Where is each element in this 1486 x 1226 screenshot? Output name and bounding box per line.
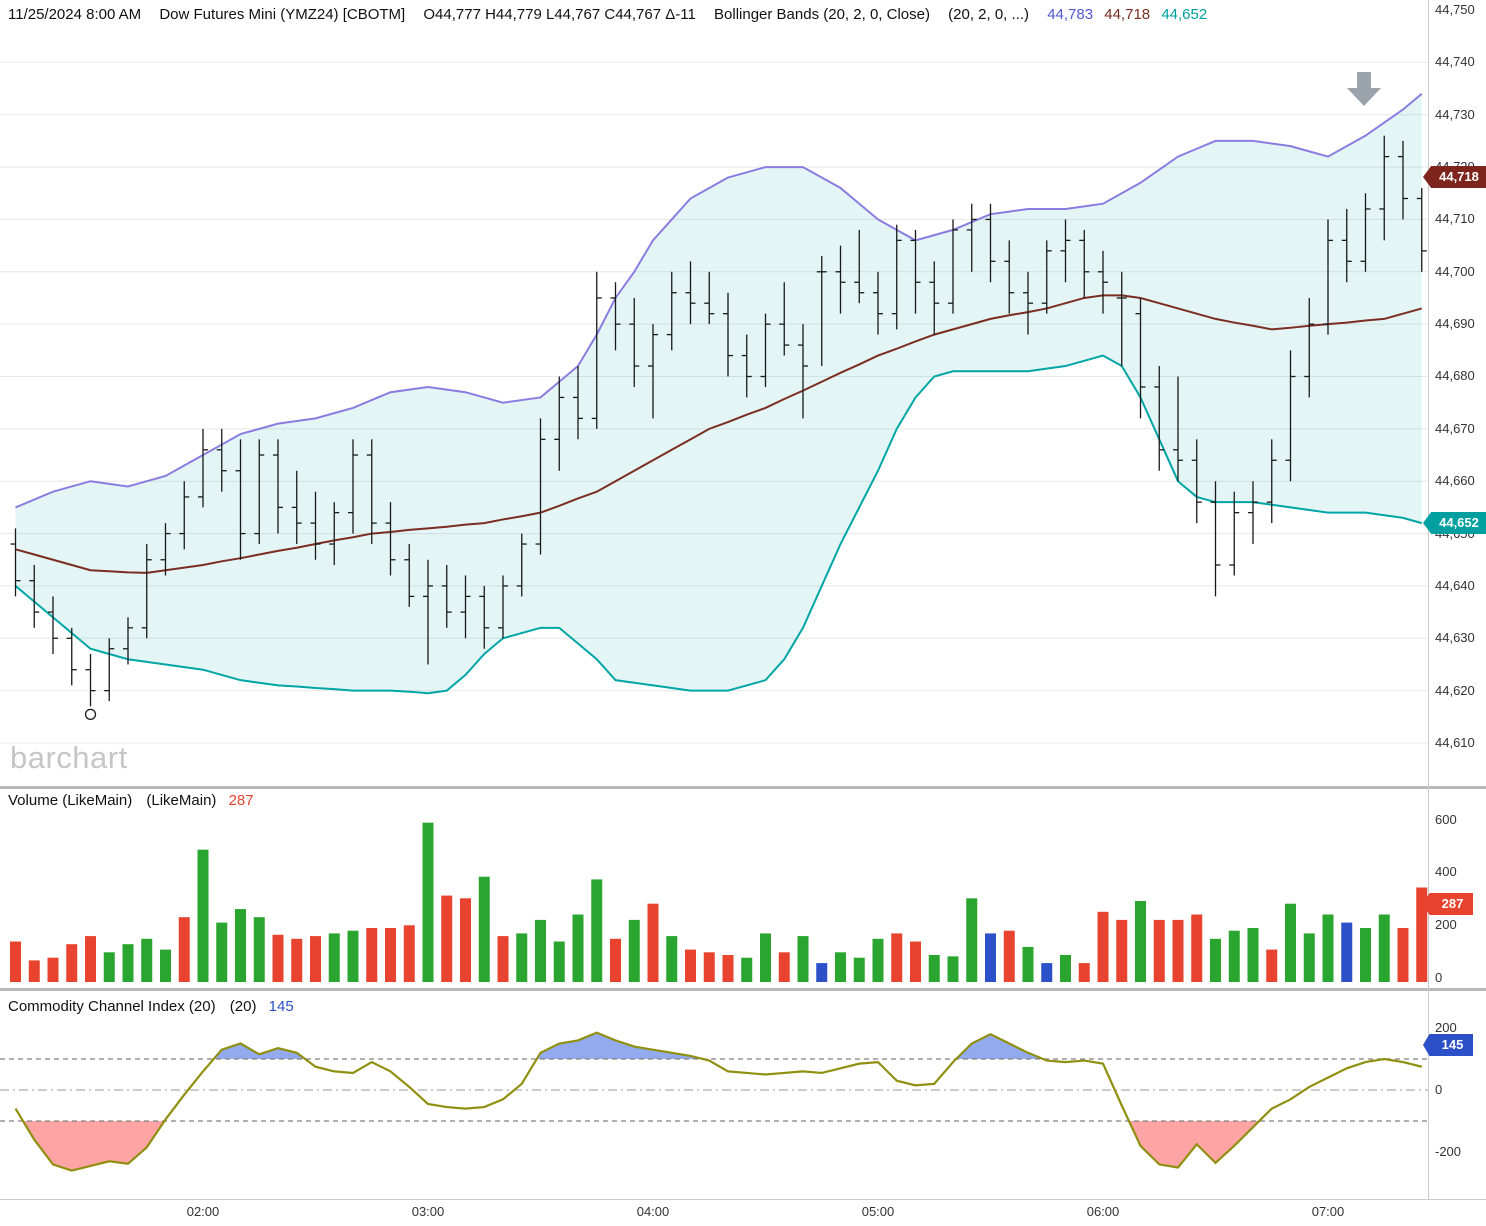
- bb-lower-price-badge: 44,652: [1423, 512, 1486, 534]
- time-axis-label: 02:00: [186, 1204, 220, 1219]
- time-axis-label: 03:00: [411, 1204, 445, 1219]
- price-tick-label: 44,740: [1435, 54, 1475, 69]
- chart-header: 11/25/2024 8:00 AM Dow Futures Mini (YMZ…: [8, 6, 1214, 23]
- price-tick-label: 44,660: [1435, 473, 1475, 488]
- volume-tick-label: 400: [1435, 864, 1457, 879]
- cci-tick-label: 200: [1435, 1020, 1457, 1035]
- bb-lower-value: 44,652: [1161, 6, 1208, 23]
- header-symbol: Dow Futures Mini (YMZ24) [CBOTM]: [159, 6, 406, 23]
- price-tick-label: 44,710: [1435, 211, 1475, 226]
- price-tick-label: 44,680: [1435, 368, 1475, 383]
- volume-title-2: (LikeMain): [146, 792, 217, 809]
- barchart-logo: barchart: [10, 740, 128, 775]
- cci-badge: 145: [1423, 1034, 1473, 1056]
- cci-title-2: (20): [229, 998, 257, 1015]
- volume-value: 287: [228, 792, 254, 809]
- volume-badge: 287: [1423, 893, 1473, 915]
- header-study-params: (20, 2, 0, ...): [948, 6, 1030, 23]
- bb-middle-value: 44,718: [1104, 6, 1151, 23]
- volume-panel-title: Volume (LikeMain) (LikeMain) 287: [8, 792, 254, 809]
- cci-panel-title: Commodity Channel Index (20) (20) 145: [8, 998, 294, 1015]
- volume-title: Volume (LikeMain): [8, 792, 133, 809]
- price-tick-label: 44,690: [1435, 316, 1475, 331]
- cci-value: 145: [268, 998, 294, 1015]
- bb-middle-price-badge: 44,718: [1423, 166, 1486, 188]
- price-tick-label: 44,640: [1435, 578, 1475, 593]
- price-tick-label: 44,630: [1435, 630, 1475, 645]
- header-ohlc: O44,777 H44,779 L44,767 C44,767 Δ-11: [423, 6, 696, 23]
- price-tick-label: 44,750: [1435, 2, 1475, 17]
- price-tick-label: 44,670: [1435, 421, 1475, 436]
- time-axis-label: 05:00: [861, 1204, 895, 1219]
- time-axis-label: 06:00: [1086, 1204, 1120, 1219]
- volume-tick-label: 200: [1435, 917, 1457, 932]
- cci-tick-label: -200: [1435, 1144, 1462, 1159]
- header-datetime: 11/25/2024 8:00 AM: [8, 6, 142, 23]
- time-axis-label: 07:00: [1311, 1204, 1345, 1219]
- volume-tick-label: 0: [1435, 970, 1443, 985]
- price-tick-label: 44,700: [1435, 264, 1475, 279]
- time-axis-label: 04:00: [636, 1204, 670, 1219]
- bb-upper-value: 44,783: [1047, 6, 1094, 23]
- volume-tick-label: 600: [1435, 812, 1457, 827]
- price-tick-label: 44,620: [1435, 683, 1475, 698]
- cci-tick-label: 0: [1435, 1082, 1443, 1097]
- price-tick-label: 44,610: [1435, 735, 1475, 750]
- cci-title: Commodity Channel Index (20): [8, 998, 216, 1015]
- price-tick-label: 44,730: [1435, 107, 1475, 122]
- header-study: Bollinger Bands (20, 2, 0, Close): [714, 6, 930, 23]
